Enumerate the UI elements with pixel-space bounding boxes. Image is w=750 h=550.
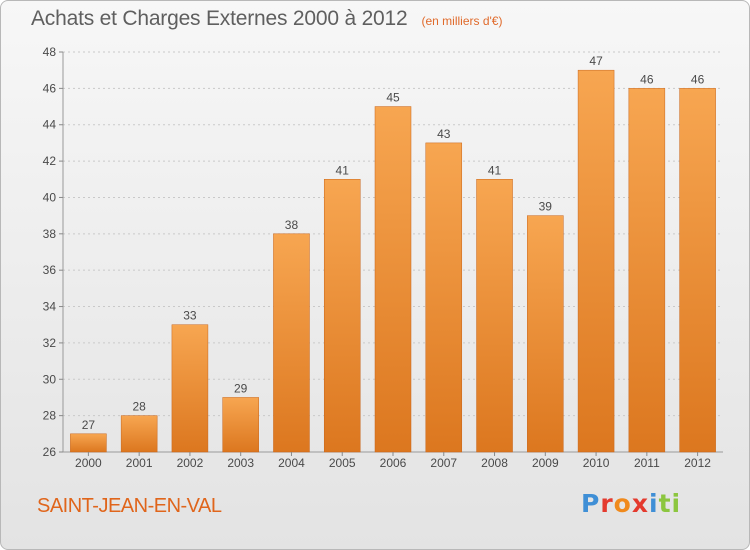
logo-letter: x [631,489,649,518]
x-tick-label: 2010 [583,456,610,470]
bar-2005 [323,179,361,453]
y-tick-label: 42 [43,154,57,168]
logo-letter: i [649,489,659,518]
bar-2008 [476,179,513,453]
value-label: 27 [82,418,96,432]
place-name: SAINT-JEAN-EN-VAL [37,495,222,517]
x-tick-label: 2007 [430,456,457,470]
y-tick-label: 38 [43,227,57,241]
bar-2001 [120,415,158,453]
logo-letter: t [658,489,672,518]
chart-title-line: Achats et Charges Externes 2000 à 2012 (… [31,7,502,31]
value-label: 29 [234,381,248,395]
x-tick-label: 2006 [380,456,407,470]
x-tick-label: 2002 [177,456,204,470]
x-tick-label: 2012 [684,456,711,470]
value-label: 41 [488,163,502,177]
bar-2010 [577,69,615,453]
proxiti-logo[interactable]: Proxiti [581,489,681,518]
logo-letter: o [613,489,632,518]
x-tick-label: 2000 [75,456,102,470]
value-label: 46 [640,72,654,86]
value-label: 46 [691,72,705,86]
y-tick-label: 26 [43,445,57,459]
y-tick-label: 30 [43,372,57,386]
y-tick-label: 34 [43,300,57,314]
chart-title: Achats et Charges Externes 2000 à 2012 [31,7,408,30]
value-labels: 27 28 33 29 38 41 45 43 41 39 47 46 46 [82,54,705,432]
logo-letter: P [581,489,601,518]
bar-2009 [527,215,564,453]
value-label: 28 [132,400,146,414]
x-tick-label: 2009 [532,456,559,470]
y-tick-label: 28 [43,409,57,423]
value-label: 43 [437,127,451,141]
bar-2003 [222,397,259,453]
y-tick-label: 40 [43,190,57,204]
bar-2002 [171,324,209,453]
bar-2007 [425,142,463,453]
x-tick-label: 2004 [278,456,305,470]
bar-2012 [679,88,716,453]
bar-2011 [628,88,666,453]
bars [70,69,716,453]
value-label: 47 [589,54,603,68]
logo-letter: i [671,489,682,518]
value-label: 38 [285,218,299,232]
value-label: 45 [386,91,400,105]
y-tick-label: 48 [43,45,57,59]
x-tick-label: 2001 [126,456,153,470]
y-tick-label: 36 [43,263,57,277]
x-axis-ticks: 2000 2001 2002 2003 2004 2005 2006 2007 2008 2009… [75,452,711,470]
logo-letter: r [600,489,614,518]
bar-2000 [70,433,107,453]
x-tick-label: 2008 [481,456,508,470]
x-tick-label: 2011 [634,456,660,470]
value-label: 41 [336,163,350,177]
x-tick-label: 2005 [329,456,356,470]
chart-unit: (en milliers d'€) [421,14,503,28]
bar-2006 [374,106,412,453]
x-tick-label: 2003 [227,456,254,470]
y-tick-label: 46 [43,81,57,95]
value-label: 33 [183,309,197,323]
y-axis-ticks: 26 28 30 32 34 36 38 40 42 44 46 48 [43,45,63,459]
y-tick-label: 44 [43,118,57,132]
y-tick-label: 32 [43,336,57,350]
value-label: 39 [539,200,553,214]
bar-2004 [273,233,310,453]
